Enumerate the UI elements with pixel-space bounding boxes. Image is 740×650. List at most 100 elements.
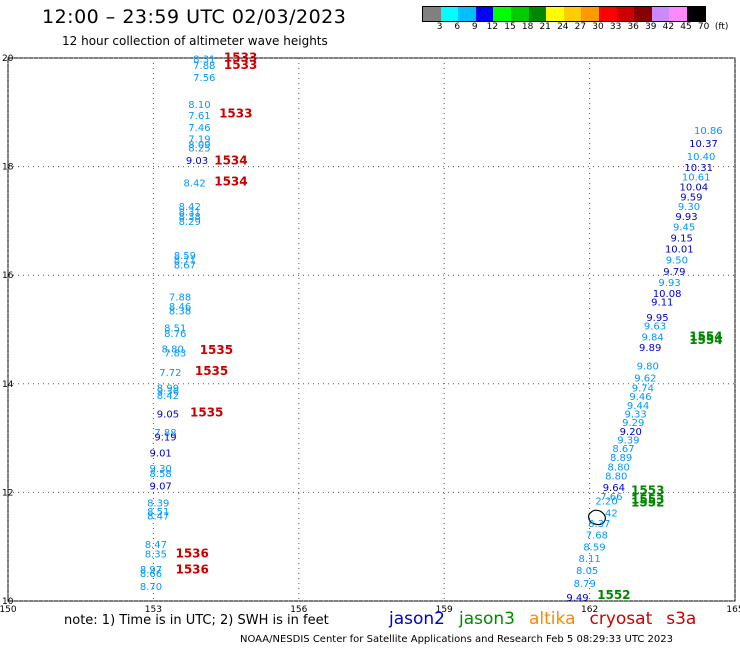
swh-reading: 9.07 xyxy=(150,482,172,493)
swh-reading: 8.39 xyxy=(147,499,169,510)
swh-reading: 7.46 xyxy=(188,123,210,134)
swh-reading: 7.56 xyxy=(193,73,215,84)
color-scale-swatch xyxy=(598,7,617,21)
swh-reading: 9.63 xyxy=(644,322,666,333)
satellite-legend-jason2: jason2 xyxy=(389,609,445,629)
swh-reading: 8.67 xyxy=(612,444,634,455)
color-scale-swatch xyxy=(546,7,564,21)
swh-reading: 42 xyxy=(605,508,618,519)
swh-reading: 8.46 xyxy=(169,302,191,313)
swh-reading: 8.59 xyxy=(583,543,605,554)
swh-reading: 9.89 xyxy=(639,343,661,354)
pass-time-label: 1535 xyxy=(195,364,228,378)
color-scale-swatch xyxy=(440,7,459,21)
swh-reading: 9.93 xyxy=(675,212,697,223)
pass-time-label: 1534 xyxy=(214,175,247,189)
swh-reading: 10.01 xyxy=(665,244,694,255)
pass-time-label: 1552 xyxy=(597,588,630,602)
swh-reading: 10.61 xyxy=(682,173,711,184)
color-scale-swatch xyxy=(563,7,582,21)
pass-time-label: 1554 xyxy=(689,333,722,347)
swh-reading: 8.11 xyxy=(578,554,600,565)
swh-reading: 8.80 xyxy=(162,344,184,355)
swh-reading: 9.79 xyxy=(663,267,685,278)
swh-reading: 8.99 xyxy=(157,383,179,394)
color-scale-swatch xyxy=(616,7,635,21)
color-scale-label: 30 xyxy=(592,22,604,32)
color-scale-swatch xyxy=(510,7,529,21)
satellite-legend-s3a: s3a xyxy=(666,609,697,629)
color-scale-swatch xyxy=(423,7,441,21)
color-scale-label: 12 xyxy=(486,22,499,32)
swh-reading: 8.42 xyxy=(183,179,205,190)
swh-reading: 10.04 xyxy=(679,182,708,193)
pass-time-label: 1553 xyxy=(631,484,664,498)
color-scale-swatch xyxy=(458,7,476,21)
footnote: note: 1) Time is in UTC; 2) SWH is in fe… xyxy=(64,613,329,628)
pass-time-label: 1536 xyxy=(175,547,208,561)
swh-reading: 8.80 xyxy=(608,463,630,474)
swh-reading: 8.70 xyxy=(140,582,162,593)
latitude-tick-label: 12 xyxy=(2,488,13,498)
color-scale-swatch xyxy=(651,7,670,21)
swh-reading: 9.33 xyxy=(625,409,647,420)
swh-reading: 8.42 xyxy=(179,202,201,213)
swh-reading: 8.10 xyxy=(188,100,210,111)
color-scale-swatch xyxy=(669,7,687,21)
swh-reading: 7.88 xyxy=(154,428,176,439)
swh-reading: 8.97 xyxy=(140,565,162,576)
swh-reading: 8.35 xyxy=(145,550,167,561)
page-title: 12:00 – 23:59 UTC 02/03/2023 xyxy=(42,6,347,28)
swh-reading: 8.42 xyxy=(157,391,179,402)
swh-reading: 10.40 xyxy=(687,152,716,163)
swh-reading: 9.45 xyxy=(673,223,695,234)
color-scale-label: 45 xyxy=(680,22,692,32)
latitude-tick-label: 20 xyxy=(2,54,14,64)
swh-reading: 9.64 xyxy=(603,483,625,494)
swh-reading: 8.47 xyxy=(145,540,167,551)
longitude-tick-label: 159 xyxy=(436,605,453,615)
pass-time-label: 1535 xyxy=(200,343,233,357)
swh-reading: 8.80 xyxy=(605,471,627,482)
color-scale-bar xyxy=(422,6,706,22)
swh-reading: 10.08 xyxy=(653,289,682,300)
pass-time-label: 1554 xyxy=(689,329,722,343)
swh-reading: 8.59 xyxy=(174,251,196,262)
swh-reading: 9.62 xyxy=(634,374,656,385)
swh-reading: 7.61 xyxy=(188,111,210,122)
latitude-tick-label: 14 xyxy=(2,380,14,390)
color-scale-label: 36 xyxy=(627,22,639,32)
swh-reading: 8.09 xyxy=(188,140,210,151)
swh-reading: 8.29 xyxy=(179,217,201,228)
swh-reading: 8.37 xyxy=(588,519,610,530)
swh-reading: 9.93 xyxy=(658,278,680,289)
credit-line: NOAA/NESDIS Center for Satellite Applica… xyxy=(240,634,673,645)
swh-reading: 8.79 xyxy=(574,579,596,590)
pass-time-label: 1533 xyxy=(224,58,257,72)
pass-time-label: 1552 xyxy=(631,496,664,510)
swh-reading: 9.49 xyxy=(566,593,588,604)
swh-reading: 9.03 xyxy=(186,156,208,167)
swh-reading: 9.44 xyxy=(627,401,649,412)
longitude-tick-label: 165 xyxy=(726,605,740,615)
swh-reading: 9.95 xyxy=(646,313,668,324)
swh-reading: 9.29 xyxy=(622,418,644,429)
color-scale-label: 70 xyxy=(697,22,710,32)
color-scale-label: 18 xyxy=(521,22,534,32)
swh-reading: 9.05 xyxy=(157,409,179,420)
color-scale-swatch xyxy=(475,7,494,21)
swh-reading: 8.05 xyxy=(576,566,598,577)
longitude-tick-label: 150 xyxy=(0,605,17,615)
swh-reading: 8.51 xyxy=(164,324,186,335)
latitude-tick-label: 16 xyxy=(2,271,14,281)
pass-time-label: 1535 xyxy=(190,405,223,419)
satellite-legend: jason2 jason3 altika cryosat s3a xyxy=(389,609,710,629)
swh-reading: 8.76 xyxy=(164,329,186,340)
color-scale-label: 21 xyxy=(539,22,551,32)
longitude-tick-label: 153 xyxy=(145,605,162,615)
color-scale-swatch xyxy=(686,7,705,21)
swh-reading: 8.66 xyxy=(140,569,162,580)
color-scale-label: 6 xyxy=(454,22,461,32)
swh-reading: 9.36 xyxy=(157,387,179,398)
color-scale-label: 27 xyxy=(574,22,587,32)
